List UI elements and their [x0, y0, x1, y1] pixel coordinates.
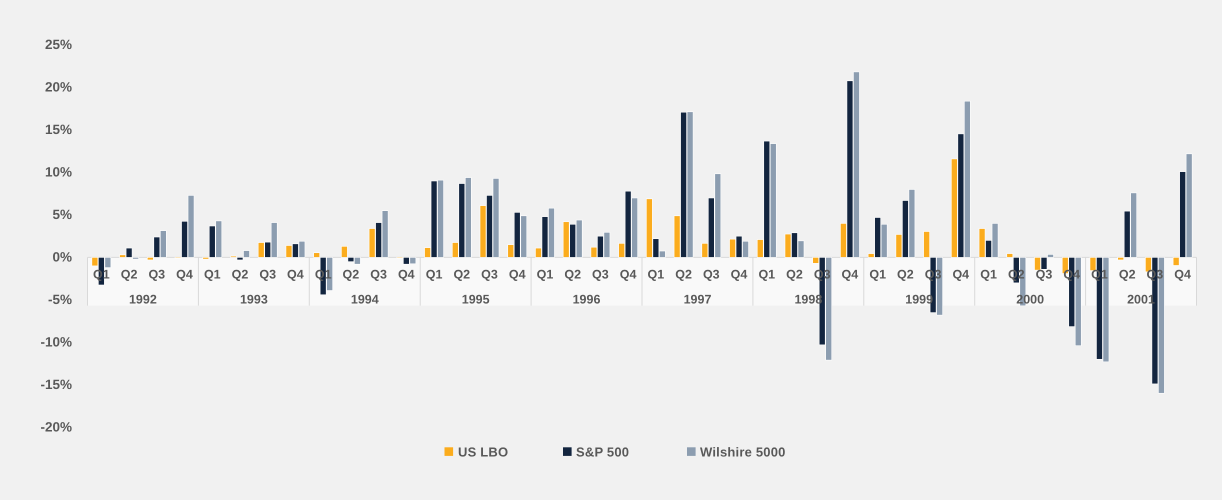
svg-text:Q3: Q3 [148, 268, 165, 282]
svg-text:Q3: Q3 [1036, 268, 1053, 282]
svg-text:Q3: Q3 [481, 268, 498, 282]
svg-text:5%: 5% [52, 207, 72, 222]
svg-text:Q1: Q1 [1091, 268, 1108, 282]
svg-text:10%: 10% [45, 165, 72, 180]
svg-text:Q1: Q1 [869, 268, 886, 282]
svg-text:1993: 1993 [240, 293, 268, 307]
svg-text:Q4: Q4 [509, 268, 526, 282]
svg-text:20%: 20% [45, 80, 72, 95]
svg-text:1992: 1992 [129, 293, 157, 307]
svg-text:Q2: Q2 [232, 268, 249, 282]
svg-text:US LBO: US LBO [458, 445, 508, 460]
svg-text:Q4: Q4 [731, 268, 748, 282]
svg-text:Wilshire 5000: Wilshire 5000 [700, 445, 786, 460]
svg-text:Q3: Q3 [259, 268, 276, 282]
svg-text:1999: 1999 [905, 293, 933, 307]
svg-text:-10%: -10% [40, 334, 72, 349]
svg-text:Q3: Q3 [925, 268, 942, 282]
svg-text:2001: 2001 [1127, 293, 1155, 307]
svg-text:Q3: Q3 [370, 268, 387, 282]
svg-text:Q3: Q3 [703, 268, 720, 282]
svg-text:Q2: Q2 [786, 268, 803, 282]
svg-text:-5%: -5% [48, 292, 72, 307]
svg-text:Q2: Q2 [453, 268, 470, 282]
svg-text:Q4: Q4 [1063, 268, 1080, 282]
svg-text:Q2: Q2 [564, 268, 581, 282]
svg-text:Q2: Q2 [1008, 268, 1025, 282]
svg-text:Q1: Q1 [648, 268, 665, 282]
svg-text:25%: 25% [45, 37, 72, 52]
svg-text:Q1: Q1 [537, 268, 554, 282]
svg-text:Q3: Q3 [592, 268, 609, 282]
svg-text:Q4: Q4 [1174, 268, 1191, 282]
svg-text:Q1: Q1 [93, 268, 110, 282]
svg-text:Q2: Q2 [675, 268, 692, 282]
svg-text:Q4: Q4 [176, 268, 193, 282]
svg-text:S&P 500: S&P 500 [576, 445, 629, 460]
svg-text:Q4: Q4 [842, 268, 859, 282]
svg-text:2000: 2000 [1016, 293, 1044, 307]
svg-text:Q4: Q4 [620, 268, 637, 282]
svg-text:Q2: Q2 [121, 268, 138, 282]
svg-text:1997: 1997 [684, 293, 712, 307]
svg-text:Q1: Q1 [758, 268, 775, 282]
svg-text:Q3: Q3 [814, 268, 831, 282]
svg-text:Q2: Q2 [343, 268, 360, 282]
svg-text:Q1: Q1 [315, 268, 332, 282]
svg-text:Q1: Q1 [204, 268, 221, 282]
svg-text:Q3: Q3 [1147, 268, 1164, 282]
svg-text:15%: 15% [45, 122, 72, 137]
svg-text:Q4: Q4 [952, 268, 969, 282]
svg-text:0%: 0% [52, 249, 72, 264]
svg-text:Q4: Q4 [287, 268, 304, 282]
svg-text:1998: 1998 [794, 293, 822, 307]
svg-text:-20%: -20% [40, 419, 72, 434]
svg-text:-15%: -15% [40, 377, 72, 392]
svg-text:Q4: Q4 [398, 268, 415, 282]
svg-text:Q2: Q2 [1119, 268, 1136, 282]
svg-text:1994: 1994 [351, 293, 379, 307]
svg-text:Q1: Q1 [426, 268, 443, 282]
svg-text:Q2: Q2 [897, 268, 914, 282]
svg-text:Q1: Q1 [980, 268, 997, 282]
svg-text:1996: 1996 [573, 293, 601, 307]
svg-text:1995: 1995 [462, 293, 490, 307]
